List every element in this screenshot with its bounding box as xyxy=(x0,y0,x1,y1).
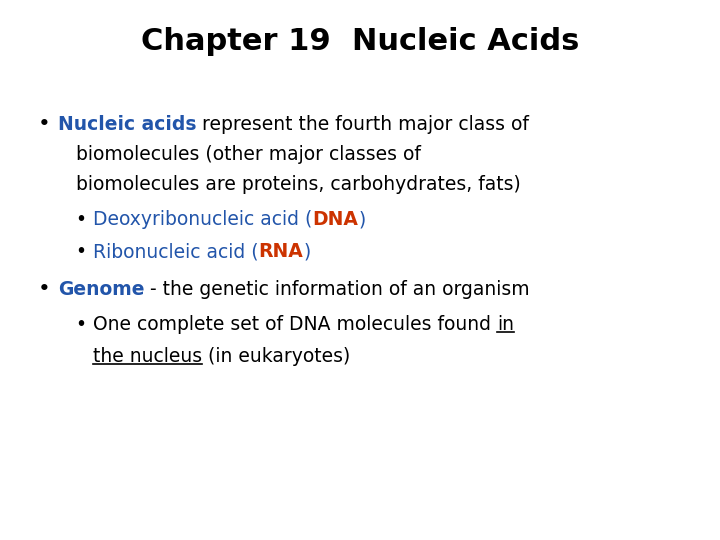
Text: ): ) xyxy=(303,242,310,261)
Text: represent the fourth major class of: represent the fourth major class of xyxy=(197,115,529,134)
Text: Ribonucleic acid (: Ribonucleic acid ( xyxy=(93,242,258,261)
Text: biomolecules (other major classes of: biomolecules (other major classes of xyxy=(76,145,421,164)
Text: biomolecules are proteins, carbohydrates, fats): biomolecules are proteins, carbohydrates… xyxy=(76,175,521,194)
Text: Deoxyribonucleic acid (: Deoxyribonucleic acid ( xyxy=(93,210,312,229)
Text: One complete set of DNA molecules found: One complete set of DNA molecules found xyxy=(93,315,497,334)
Text: •: • xyxy=(38,114,50,134)
Text: the nucleus: the nucleus xyxy=(93,347,202,366)
Text: DNA: DNA xyxy=(312,210,359,229)
Text: in: in xyxy=(497,315,514,334)
Text: •: • xyxy=(75,210,86,229)
Text: (in eukaryotes): (in eukaryotes) xyxy=(202,347,351,366)
Text: RNA: RNA xyxy=(258,242,303,261)
Text: •: • xyxy=(75,315,86,334)
Text: •: • xyxy=(75,242,86,261)
Text: Genome: Genome xyxy=(58,280,145,299)
Text: - the genetic information of an organism: - the genetic information of an organism xyxy=(145,280,530,299)
Text: •: • xyxy=(38,279,50,299)
Text: ): ) xyxy=(359,210,366,229)
Text: Nucleic acids: Nucleic acids xyxy=(58,115,197,134)
Text: Chapter 19  Nucleic Acids: Chapter 19 Nucleic Acids xyxy=(141,27,579,56)
